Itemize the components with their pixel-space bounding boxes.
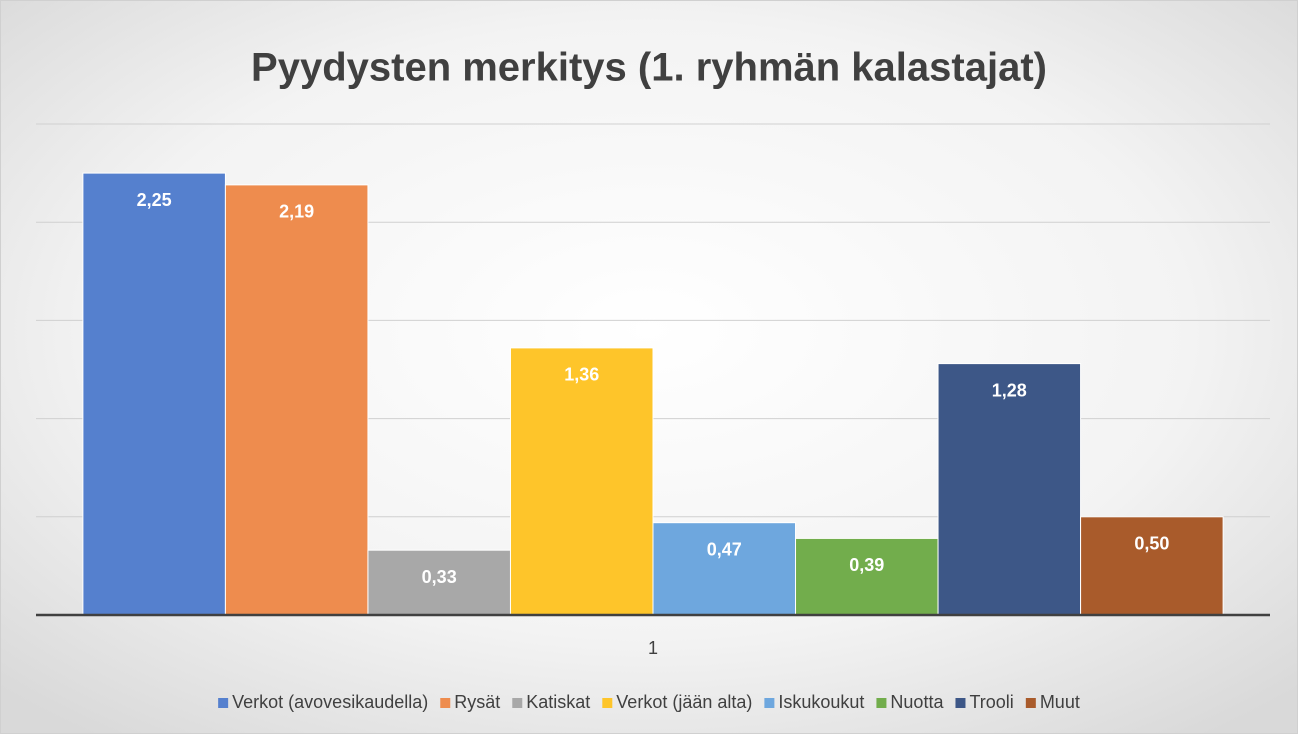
data-label: 2,25 [137, 190, 172, 210]
legend-label: Iskukoukut [778, 692, 864, 712]
data-label: 0,39 [849, 555, 884, 575]
legend-label: Muut [1040, 692, 1080, 712]
bar [937, 363, 1082, 616]
data-label: 0,50 [1134, 534, 1169, 554]
legend-swatch [440, 698, 451, 708]
bar [82, 172, 226, 616]
legend-label: Trooli [969, 692, 1013, 712]
data-label: 0,47 [707, 539, 742, 559]
data-label: 0,33 [422, 567, 457, 587]
bar [1080, 516, 1224, 616]
data-label: 2,19 [279, 202, 314, 222]
legend-label: Rysät [454, 692, 500, 712]
bar [652, 522, 797, 616]
legend-swatch [876, 698, 887, 708]
data-label: 1,36 [564, 365, 599, 385]
legend-label: Verkot (avovesikaudella) [232, 692, 428, 712]
bar [509, 347, 654, 616]
legend-swatch [218, 698, 229, 708]
legend-label: Katiskat [526, 692, 590, 712]
bar [795, 537, 939, 616]
legend-swatch [602, 698, 613, 708]
legend-swatch [764, 698, 775, 708]
legend-label: Nuotta [890, 692, 944, 712]
legend-label: Verkot (jään alta) [616, 692, 752, 712]
chart-title: Pyydysten merkitys (1. ryhmän kalastajat… [251, 46, 1047, 90]
x-tick-label: 1 [648, 638, 658, 658]
bar [224, 184, 369, 616]
legend-swatch [1025, 698, 1036, 708]
legend-swatch [512, 698, 523, 708]
data-label: 1,28 [992, 380, 1027, 400]
legend-swatch [955, 698, 966, 708]
